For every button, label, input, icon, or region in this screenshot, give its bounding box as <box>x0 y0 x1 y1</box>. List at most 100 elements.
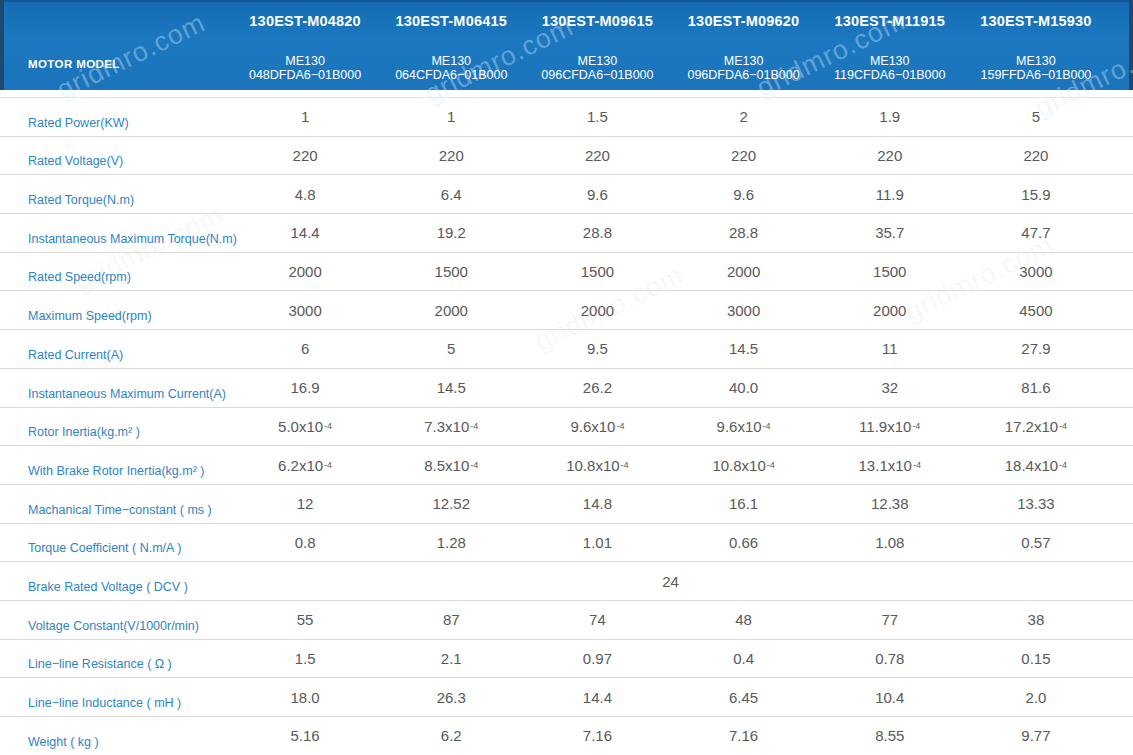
model-number: 130EST-M15930 <box>980 13 1091 29</box>
value-cell: 13.33 <box>963 485 1109 523</box>
value-cell: 3000 <box>963 253 1109 291</box>
model-code: ME130048DFDA6−01B000 <box>249 54 361 84</box>
row-label: With Brake Rotor Inertia(kg.m² ) <box>0 446 232 484</box>
row-label: Torque Coefficient ( N.m/A ) <box>0 524 232 562</box>
table-row: Rated Current(A) 659.514.51127.9 <box>0 330 1133 369</box>
row-label: Rated Speed(rpm) <box>0 253 232 291</box>
value-cell: 2000 <box>817 291 963 329</box>
value-cell: 2.0 <box>963 678 1109 716</box>
value-cell: 28.8 <box>671 214 817 252</box>
value-cell: 10.8x10-4 <box>671 446 817 484</box>
value-cell: 2000 <box>671 253 817 291</box>
value-cell: 0.78 <box>817 640 963 678</box>
table-row: Instantaneous Maximum Current(A) 16.914.… <box>0 369 1133 408</box>
row-label: Rated Power(KW) <box>0 98 232 136</box>
value-cell: 220 <box>524 137 670 175</box>
row-label: Brake Rated Voltage ( DCV ) <box>0 562 232 600</box>
value-cell-spanning: 24 <box>232 562 1109 600</box>
model-column-header: 130EST-M04820 ME130048DFDA6−01B000 <box>232 0 378 90</box>
model-column-header: 130EST-M06415 ME130064CFDA6−01B000 <box>378 0 524 90</box>
value-cell: 14.4 <box>232 214 378 252</box>
table-row: Rated Torque(N.m) 4.86.49.69.611.915.9 <box>0 175 1133 214</box>
model-code: ME130159FFDA6−01B000 <box>980 54 1091 84</box>
value-cell: 6.2x10-4 <box>232 446 378 484</box>
motor-model-heading: MOTOR MODEL <box>0 0 232 90</box>
value-cell: 5.16 <box>232 717 378 755</box>
value-cell: 1500 <box>378 253 524 291</box>
value-cell: 16.1 <box>671 485 817 523</box>
value-cell: 1.5 <box>232 640 378 678</box>
row-label: Instantaneous Maximum Torque(N.m) <box>0 214 232 252</box>
value-cell: 9.6 <box>524 175 670 213</box>
table-row: Instantaneous Maximum Torque(N.m) 14.419… <box>0 214 1133 253</box>
value-cell: 6.4 <box>378 175 524 213</box>
table-row: Rotor Inertia(kg.m² ) 5.0x10-47.3x10-49.… <box>0 408 1133 447</box>
value-cell: 11.9x10-4 <box>817 408 963 446</box>
value-cell: 28.8 <box>524 214 670 252</box>
value-cell: 9.5 <box>524 330 670 368</box>
value-cell: 3000 <box>232 291 378 329</box>
model-code: ME130096DFDA6−01B000 <box>687 54 799 84</box>
row-label: Voltage Constant(V/1000r/min) <box>0 601 232 639</box>
value-cell: 8.5x10-4 <box>378 446 524 484</box>
value-cell: 18.0 <box>232 678 378 716</box>
row-label: Rated Current(A) <box>0 330 232 368</box>
model-number: 130EST-M11915 <box>834 13 945 29</box>
value-cell: 0.66 <box>671 524 817 562</box>
value-cell: 13.1x10-4 <box>817 446 963 484</box>
value-cell: 12.52 <box>378 485 524 523</box>
value-cell: 2000 <box>378 291 524 329</box>
table-row: Weight ( kg ) 5.166.27.167.168.559.77 <box>0 717 1133 755</box>
model-number: 130EST-M04820 <box>249 13 360 29</box>
value-cell: 5 <box>963 98 1109 136</box>
value-cell: 26.2 <box>524 369 670 407</box>
model-column-header: 130EST-M09620 ME130096DFDA6−01B000 <box>671 0 817 90</box>
value-cell: 9.6x10-4 <box>671 408 817 446</box>
value-cell: 7.16 <box>524 717 670 755</box>
value-cell: 8.55 <box>817 717 963 755</box>
row-label: Machanical Time−constant ( ms ) <box>0 485 232 523</box>
value-cell: 74 <box>524 601 670 639</box>
value-cell: 14.5 <box>671 330 817 368</box>
value-cell: 7.16 <box>671 717 817 755</box>
value-cell: 14.5 <box>378 369 524 407</box>
value-cell: 5.0x10-4 <box>232 408 378 446</box>
table-row: Rated Voltage(V) 220220220220220220 <box>0 137 1133 176</box>
value-cell: 1.28 <box>378 524 524 562</box>
model-number: 130EST-M09615 <box>542 13 653 29</box>
value-cell: 6.2 <box>378 717 524 755</box>
value-cell: 12.38 <box>817 485 963 523</box>
model-code: ME130064CFDA6−01B000 <box>395 54 507 84</box>
value-cell: 55 <box>232 601 378 639</box>
value-cell: 220 <box>671 137 817 175</box>
model-code: ME130096CFDA6−01B000 <box>541 54 653 84</box>
value-cell: 1.01 <box>524 524 670 562</box>
value-cell: 9.77 <box>963 717 1109 755</box>
value-cell: 81.6 <box>963 369 1109 407</box>
value-cell: 11 <box>817 330 963 368</box>
value-cell: 1500 <box>817 253 963 291</box>
row-label: Line−line Inductance ( mH ) <box>0 678 232 716</box>
value-cell: 2 <box>671 98 817 136</box>
model-column-header: 130EST-M11915 ME130119CFDA6−01B000 <box>817 0 963 90</box>
value-cell: 0.57 <box>963 524 1109 562</box>
value-cell: 12 <box>232 485 378 523</box>
value-cell: 2000 <box>232 253 378 291</box>
value-cell: 1.5 <box>524 98 670 136</box>
row-label: Rated Voltage(V) <box>0 137 232 175</box>
value-cell: 32 <box>817 369 963 407</box>
model-column-header: 130EST-M15930 ME130159FFDA6−01B000 <box>963 0 1109 90</box>
value-cell: 17.2x10-4 <box>963 408 1109 446</box>
value-cell: 2.1 <box>378 640 524 678</box>
value-cell: 2000 <box>524 291 670 329</box>
value-cell: 27.9 <box>963 330 1109 368</box>
table-row: Rated Speed(rpm) 20001500150020001500300… <box>0 253 1133 292</box>
value-cell: 11.9 <box>817 175 963 213</box>
value-cell: 1.9 <box>817 98 963 136</box>
model-number: 130EST-M09620 <box>688 13 799 29</box>
value-cell: 0.15 <box>963 640 1109 678</box>
value-cell: 10.4 <box>817 678 963 716</box>
table-row: Voltage Constant(V/1000r/min) 5587744877… <box>0 601 1133 640</box>
table-header: MOTOR MODEL 130EST-M04820 ME130048DFDA6−… <box>0 0 1133 90</box>
motor-spec-sheet: MOTOR MODEL 130EST-M04820 ME130048DFDA6−… <box>0 0 1133 755</box>
